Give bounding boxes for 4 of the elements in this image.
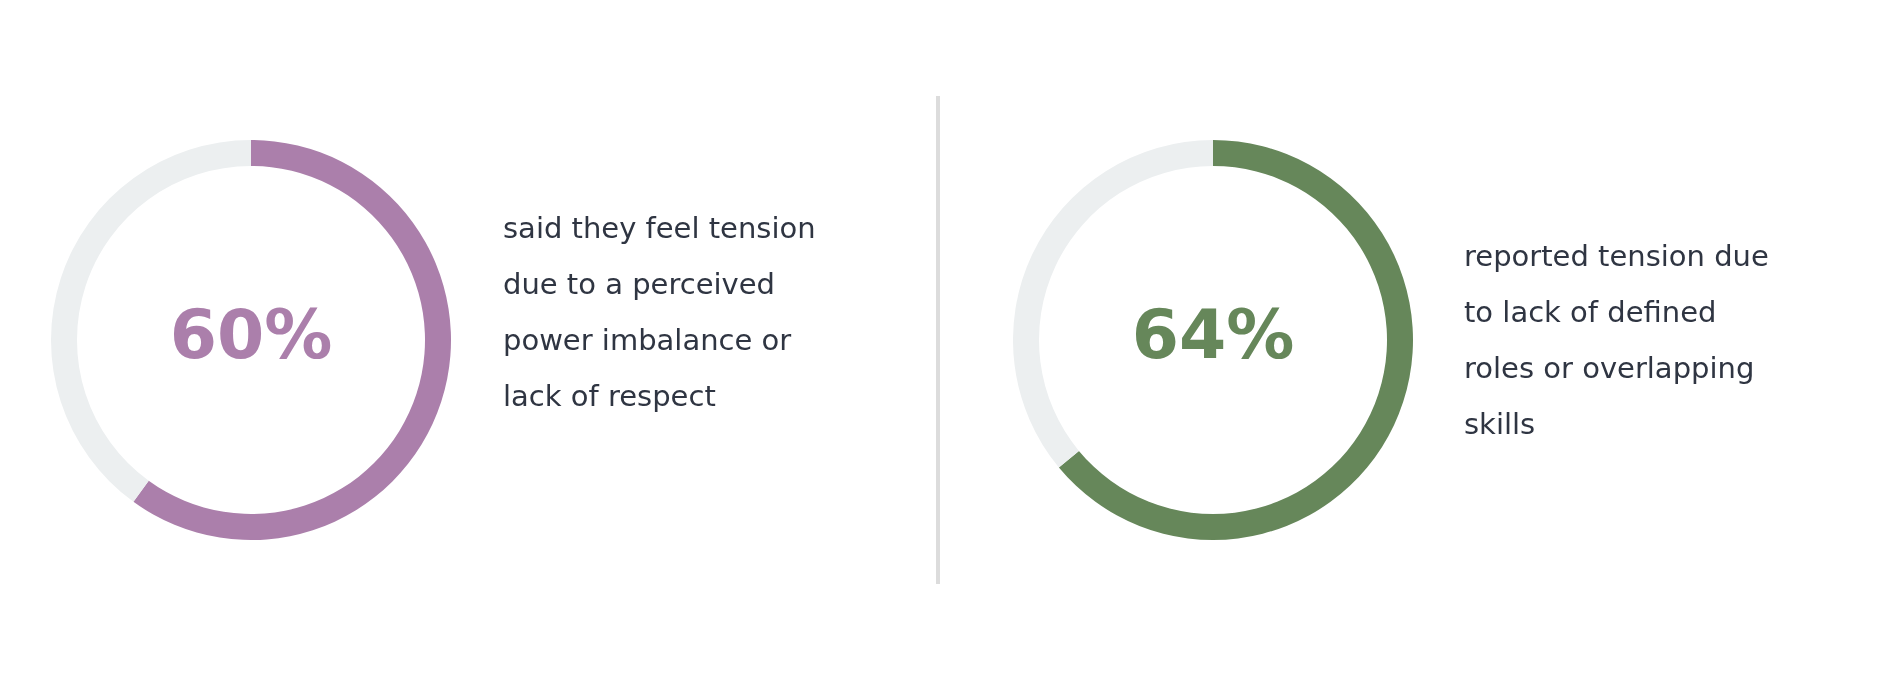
data-label: 64%	[1131, 294, 1295, 374]
text: said they feel tension due to a perceived power imbalance or lack of respect	[503, 210, 817, 415]
data-label: 60%	[169, 294, 333, 374]
text: reported tension due to lack of defined roles or overlapping skills	[1464, 238, 1770, 443]
